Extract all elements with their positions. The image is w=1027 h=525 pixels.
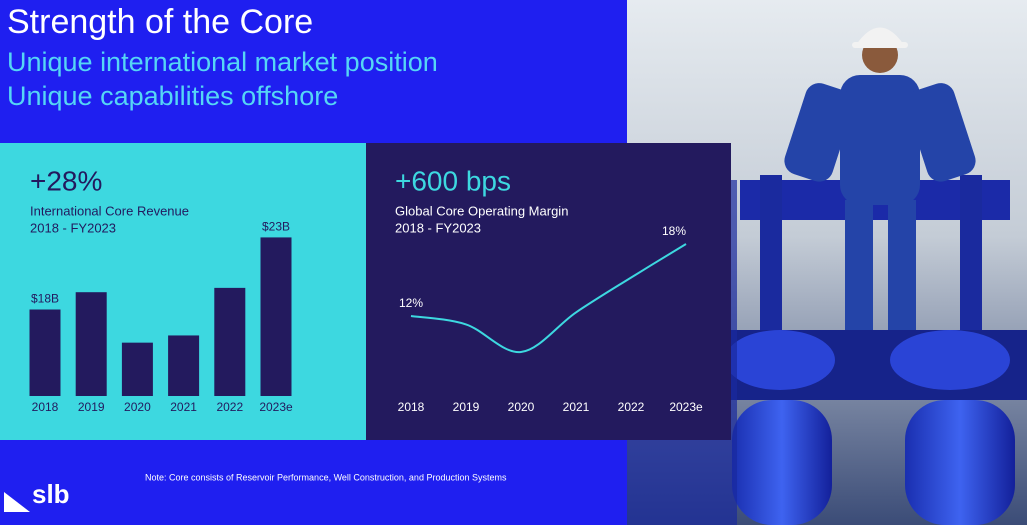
logo-text: slb	[32, 479, 70, 509]
data-label: $18B	[31, 292, 59, 306]
chart-title: +600 bps	[395, 165, 511, 196]
bar	[168, 335, 200, 396]
x-tick-label: 2021	[563, 400, 590, 414]
bar	[214, 287, 246, 396]
x-tick-label: 2019	[78, 400, 105, 414]
footnote: Note: Core consists of Reservoir Perform…	[145, 472, 507, 482]
x-tick-label: 2018	[32, 400, 59, 414]
data-label: 12%	[399, 296, 423, 310]
subtitle: Unique capabilities offshore	[7, 81, 338, 111]
x-tick-label: 2022	[216, 400, 243, 414]
chart-subtitle: 2018 - FY2023	[395, 220, 481, 235]
bar	[121, 342, 153, 396]
bar	[260, 237, 292, 396]
x-tick-label: 2019	[453, 400, 480, 414]
x-tick-label: 2018	[398, 400, 425, 414]
x-tick-label: 2020	[124, 400, 151, 414]
page-title: Strength of the Core	[7, 3, 313, 41]
chart-panel	[366, 143, 731, 440]
chart-title: +28%	[30, 165, 102, 196]
data-label: $23B	[262, 220, 290, 234]
bar	[29, 309, 61, 396]
subtitle: Unique international market position	[7, 47, 438, 77]
data-label: 18%	[662, 224, 686, 238]
x-tick-label: 2021	[170, 400, 197, 414]
x-tick-label: 2022	[618, 400, 645, 414]
chart-subtitle: International Core Revenue	[30, 203, 189, 218]
chart-subtitle: 2018 - FY2023	[30, 220, 116, 235]
bar	[75, 292, 107, 396]
logo: slb	[4, 479, 70, 512]
x-tick-label: 2020	[508, 400, 535, 414]
x-tick-label: 2023e	[259, 400, 293, 414]
chart-subtitle: Global Core Operating Margin	[395, 203, 568, 218]
line	[410, 243, 687, 354]
x-tick-label: 2023e	[669, 400, 703, 414]
